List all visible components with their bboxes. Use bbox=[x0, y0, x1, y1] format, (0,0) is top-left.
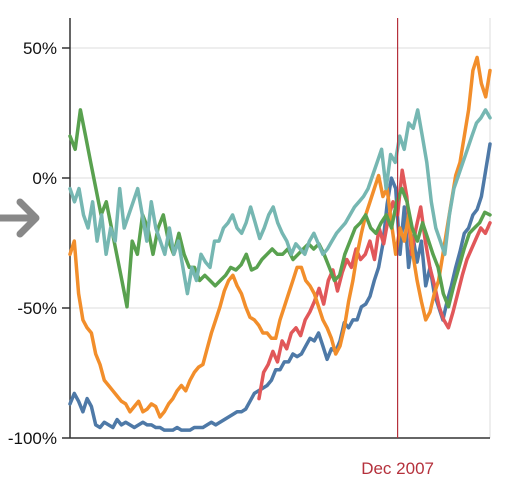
y-tick-label: 50% bbox=[23, 39, 57, 58]
series-line-4 bbox=[68, 108, 492, 296]
series-line-2 bbox=[68, 55, 492, 419]
y-tick-label: 0% bbox=[32, 169, 57, 188]
series-layer bbox=[68, 55, 492, 432]
series-line-3 bbox=[68, 108, 492, 309]
series-line-0 bbox=[68, 142, 492, 432]
date-marker-label: Dec 2007 bbox=[361, 459, 434, 478]
y-axis: 50% 0% -50% -100% bbox=[8, 18, 490, 448]
y-tick-label: -50% bbox=[17, 299, 57, 318]
arrow-right-icon[interactable] bbox=[0, 198, 40, 238]
y-tick-label: -100% bbox=[8, 429, 57, 448]
series-line-1 bbox=[257, 168, 492, 401]
gridlines bbox=[70, 18, 491, 438]
